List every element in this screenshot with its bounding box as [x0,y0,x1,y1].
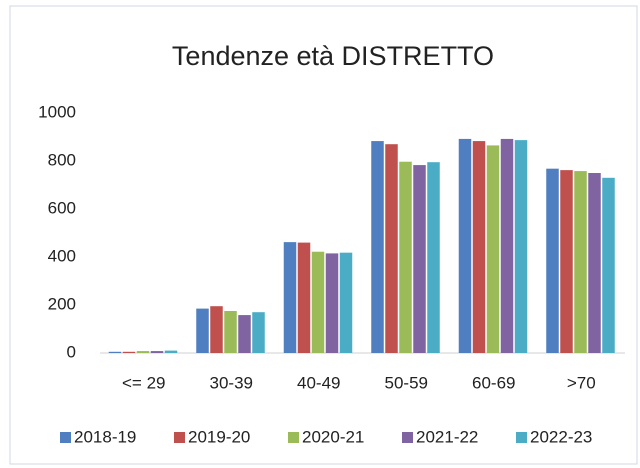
bar [486,145,500,353]
bar [399,161,412,353]
chart-frame [9,5,638,465]
bar [297,242,311,353]
y-tick-label: 200 [48,294,76,313]
legend-label: 2019-20 [188,427,250,446]
bar [122,351,136,353]
bar [514,140,528,353]
chart-title: Tendenze età DISTRETTO [172,41,494,71]
x-tick-label: 60-69 [472,373,515,392]
bar [196,308,209,353]
bar [325,253,339,353]
bar [588,173,601,353]
bar [210,306,223,353]
x-tick-label: >70 [567,373,596,392]
x-tick-label: 50-59 [385,373,428,392]
bar [602,177,615,353]
bar [108,351,122,353]
legend-swatch [174,432,185,443]
y-tick-label: 0 [67,342,76,361]
bar [413,165,426,353]
x-tick-label: 40-49 [297,373,340,392]
legend-swatch [60,432,71,443]
legend-label: 2022-23 [530,427,592,446]
x-tick-label: 30-39 [210,373,253,392]
bar [371,141,384,353]
bar [500,138,514,353]
bar [574,171,587,353]
bar [546,168,559,353]
bar [339,252,353,353]
bar [311,251,325,353]
bar [164,350,178,353]
bar [224,311,237,353]
y-tick-label: 600 [48,198,76,217]
bar [427,162,440,353]
legend-swatch [288,432,299,443]
legend-label: 2020-21 [302,427,364,446]
bar [472,141,486,353]
bar [385,144,398,353]
bar [136,351,150,353]
y-tick-label: 800 [48,150,76,169]
legend-label: 2021-22 [416,427,478,446]
y-tick-label: 1000 [38,102,76,121]
bar [150,351,164,353]
legend-swatch [516,432,527,443]
bar [283,242,297,353]
y-tick-label: 400 [48,246,76,265]
bar [252,312,265,353]
bar [560,170,573,353]
legend-label: 2018-19 [74,427,136,446]
bar [238,315,251,353]
bar [458,138,472,353]
legend-swatch [402,432,413,443]
x-tick-label: <= 29 [122,373,166,392]
